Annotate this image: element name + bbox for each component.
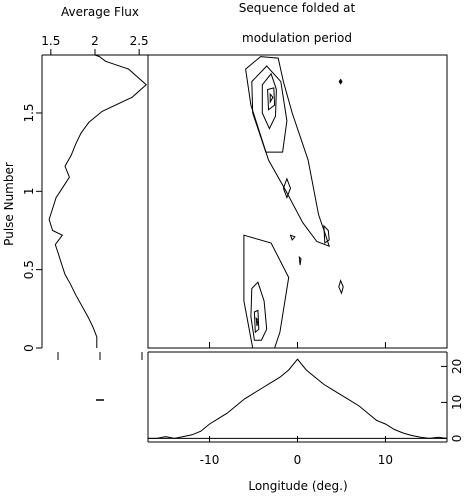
- flux-x-tick-label: 1.5: [41, 34, 60, 48]
- contour-line: [255, 316, 259, 327]
- flux-x-tick-label: 2.5: [130, 34, 149, 48]
- contour-line: [245, 56, 331, 248]
- contour-line: [282, 177, 292, 200]
- profile-x-tick-label: 0: [294, 453, 302, 467]
- flux-series-line: [48, 54, 147, 348]
- flux-y-tick-label: 0: [22, 344, 36, 352]
- contour-line: [267, 87, 276, 111]
- profile-x-tick-label: 10: [378, 453, 393, 467]
- contour-frame: [147, 54, 448, 349]
- contour-line: [243, 234, 290, 349]
- longitude-axis-label: Longitude (deg.): [248, 479, 347, 493]
- profile-x-tick-label: -10: [200, 453, 220, 467]
- profile-y-tick-label: 20: [450, 359, 464, 374]
- profile-series-line: [148, 358, 448, 439]
- flux-y-tick-label: 1: [22, 187, 36, 195]
- contour-line: [253, 309, 260, 334]
- right-panel-title-line2: modulation period: [242, 31, 352, 45]
- contour-line: [338, 279, 344, 295]
- contour-line: [269, 92, 274, 104]
- flux-y-tick-label: 1.5: [22, 103, 36, 122]
- flux-y-tick-label: 0.5: [22, 260, 36, 279]
- folded-sequence-contour-panel: [147, 54, 448, 349]
- flux-x-tick-label: 2: [91, 34, 99, 48]
- contour-line: [298, 255, 302, 266]
- profile-y-tick-label: 0: [450, 435, 464, 443]
- pulse-number-axis-label: Pulse Number: [2, 162, 16, 246]
- left-panel-title: Average Flux: [61, 5, 139, 19]
- contour-line: [250, 281, 268, 341]
- contour-line: [323, 224, 330, 244]
- average-flux-panel: 1.5 2 2.5 0 0.5 1 1.5: [22, 34, 149, 360]
- contour-marker: [338, 78, 343, 85]
- integrated-profile-panel: -10 0 10 0 10 20: [147, 342, 464, 467]
- contour-line: [261, 72, 277, 130]
- contour-line: [251, 65, 288, 153]
- contour-line: [289, 234, 296, 241]
- right-panel-title-line1: Sequence folded at: [239, 1, 356, 15]
- profile-y-tick-label: 10: [450, 395, 464, 410]
